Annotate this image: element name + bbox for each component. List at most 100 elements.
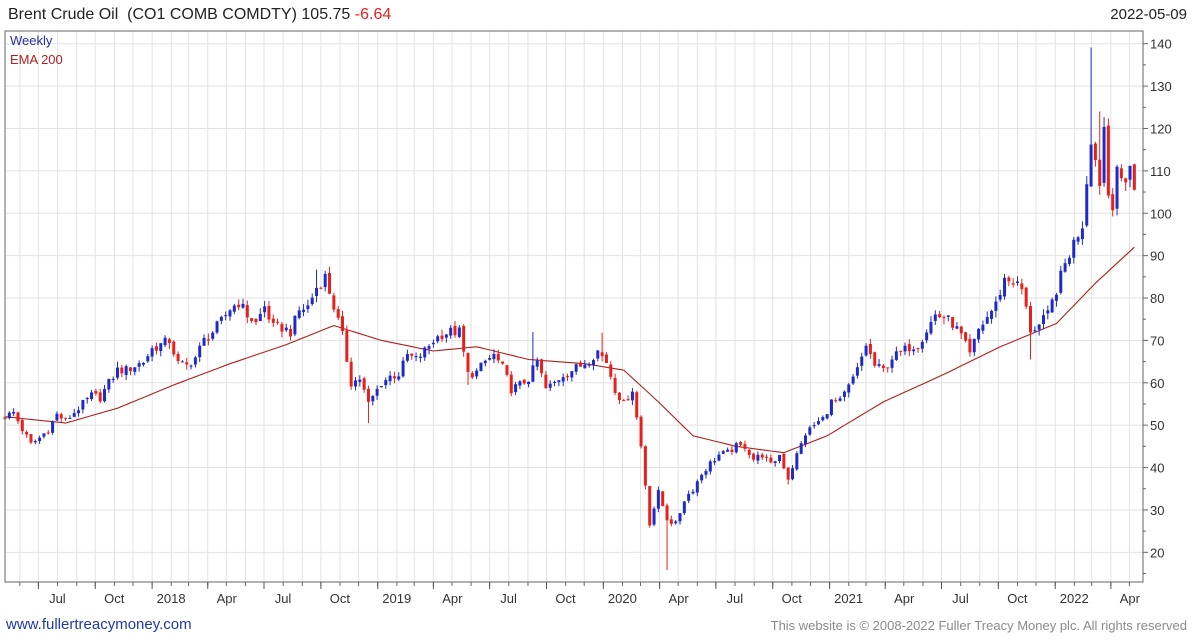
candle-body <box>518 381 522 386</box>
candle-body <box>998 295 1002 300</box>
candle-body <box>964 332 968 341</box>
candle-body <box>972 338 976 353</box>
candle-body <box>1089 144 1093 187</box>
candle-body <box>851 376 855 384</box>
candle <box>436 334 440 344</box>
candle-body <box>392 376 396 379</box>
candle-body <box>107 378 111 390</box>
candle <box>150 345 154 362</box>
candle <box>955 322 959 330</box>
candle <box>7 411 11 420</box>
candle-body <box>522 379 526 384</box>
candle-body <box>1024 287 1028 307</box>
candle <box>825 414 829 420</box>
x-tick-label: 2018 <box>157 591 186 606</box>
candle <box>116 361 120 380</box>
x-tick-label: Jul <box>275 591 292 606</box>
candle-body <box>1067 257 1071 264</box>
candle-body <box>1080 228 1084 240</box>
candle <box>501 361 505 365</box>
candle <box>674 519 678 525</box>
ema-legend-label: EMA 200 <box>10 52 63 67</box>
candle-body <box>855 367 859 376</box>
candle <box>254 318 258 326</box>
y-tick-label: 40 <box>1150 461 1164 476</box>
candle-body <box>323 273 327 288</box>
candle-body <box>648 486 652 526</box>
candle <box>652 506 656 527</box>
candle <box>310 293 314 306</box>
candle-body <box>574 364 578 372</box>
candle-body <box>643 446 647 486</box>
candle <box>405 349 409 363</box>
candle <box>739 440 743 447</box>
candle <box>959 325 963 340</box>
candle <box>319 286 323 290</box>
candle-body <box>1020 283 1024 290</box>
candle-body <box>345 330 349 362</box>
candle <box>375 385 379 400</box>
candle-body <box>46 432 50 434</box>
candle-body <box>167 339 171 344</box>
candle <box>232 303 236 315</box>
candle-body <box>894 351 898 360</box>
candle <box>998 289 1002 302</box>
candle-body <box>604 354 608 363</box>
candle <box>410 353 414 360</box>
candle <box>72 408 76 418</box>
candle <box>185 357 189 370</box>
candle <box>829 399 833 417</box>
candle-body <box>834 400 838 402</box>
candle-body <box>284 327 288 331</box>
candle <box>332 292 336 313</box>
candle <box>228 309 232 321</box>
candle-body <box>427 346 431 349</box>
candle <box>920 339 924 353</box>
candle <box>64 417 68 421</box>
candle-body <box>120 367 124 374</box>
candle-body <box>457 327 461 337</box>
candle <box>379 386 383 388</box>
candle <box>1067 255 1071 267</box>
candle <box>193 355 197 368</box>
candle <box>717 451 721 462</box>
candle-body <box>596 350 600 359</box>
candle-body <box>55 413 59 421</box>
candle <box>453 321 457 338</box>
candle <box>583 360 587 369</box>
plot-frame <box>4 30 1144 583</box>
candle <box>912 346 916 356</box>
candle-body <box>1037 324 1041 330</box>
candle-body <box>920 341 924 349</box>
candle <box>306 299 310 313</box>
candle <box>341 310 345 335</box>
candle-body <box>1016 281 1020 283</box>
candle <box>566 373 570 381</box>
y-tick-label: 130 <box>1150 79 1172 94</box>
candle-body <box>933 314 937 321</box>
candle-body <box>51 421 55 433</box>
candle-body <box>193 357 197 365</box>
candle-body <box>12 411 16 414</box>
candle-body <box>773 461 777 463</box>
candle <box>1041 309 1045 329</box>
candle <box>1119 164 1123 182</box>
candle <box>518 380 522 389</box>
candle <box>574 363 578 375</box>
candle <box>85 397 89 404</box>
instrument-ticker: (CO1 COMB COMDTY) <box>127 6 297 23</box>
candle-body <box>111 378 115 380</box>
candle-body <box>353 380 357 387</box>
website-link[interactable]: www.fullertreacymoney.com <box>6 616 192 633</box>
candle <box>855 362 859 379</box>
candle-body <box>470 373 474 378</box>
candle <box>756 451 760 465</box>
candle-body <box>306 305 310 310</box>
candle <box>414 352 418 362</box>
candle <box>678 512 682 525</box>
chart-title: Brent Crude Oil (CO1 COMB COMDTY) 105.75… <box>8 6 391 24</box>
candle-body <box>146 356 150 362</box>
candle-body <box>449 327 453 336</box>
candle-body <box>708 461 712 472</box>
candle-body <box>25 431 29 435</box>
